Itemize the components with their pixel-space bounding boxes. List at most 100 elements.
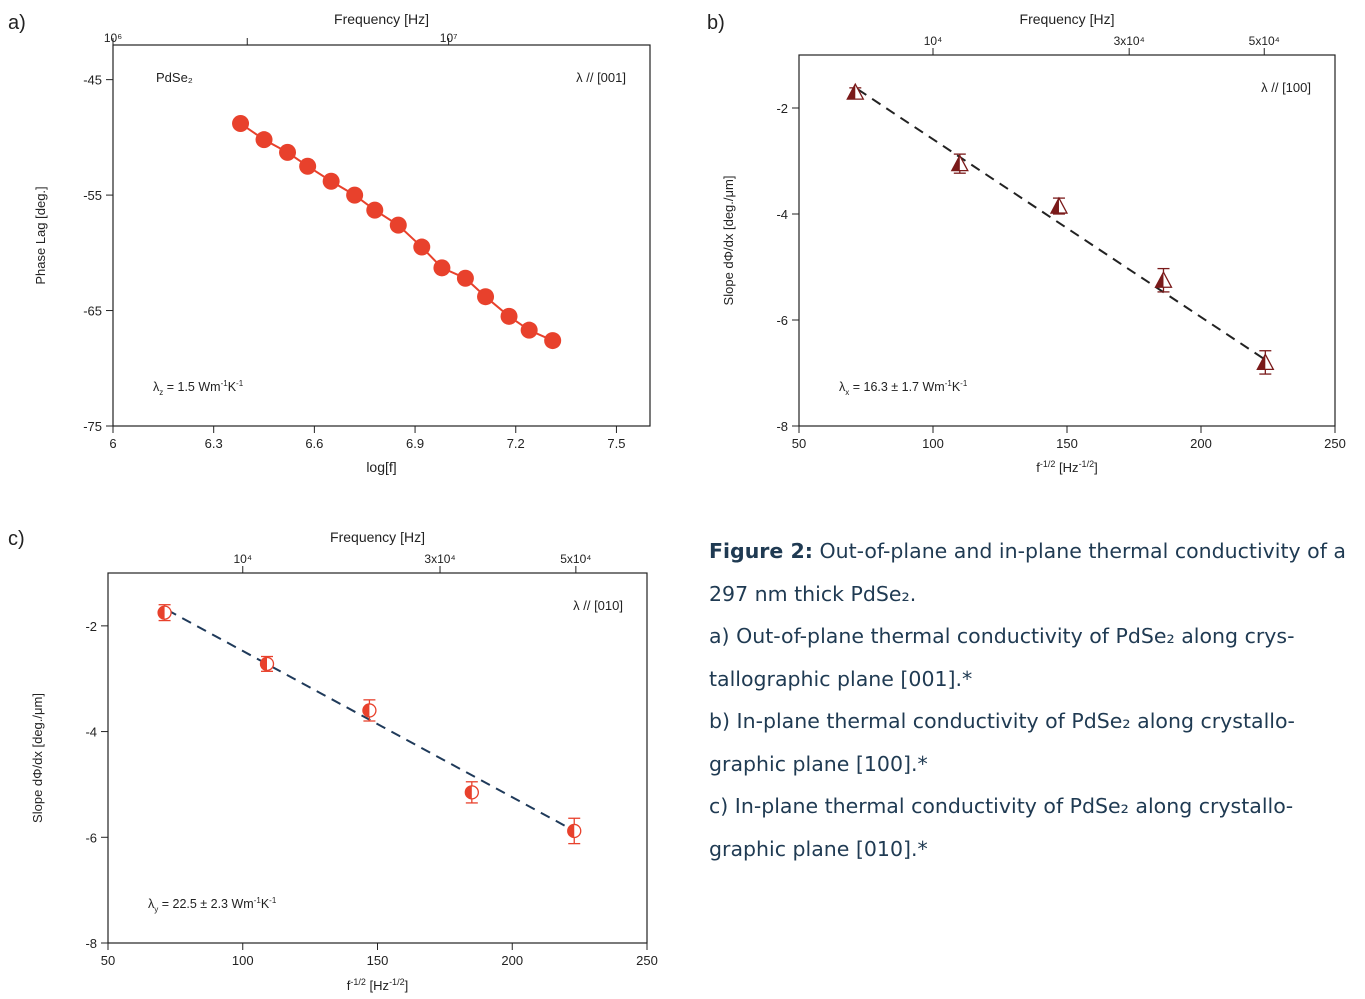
chart-a-top-axis-label: Frequency [Hz] (334, 11, 429, 27)
chart-c-y-axis-label: Slope dΦ/dx [deg./μm] (30, 693, 45, 823)
chart-a-data-point (413, 238, 431, 256)
chart-a-orientation-label: λ // [001] (576, 70, 626, 85)
chart-b-orientation-label: λ // [100] (1261, 80, 1311, 95)
chart-a-data-point (520, 321, 538, 339)
chart-a-x-tick-label: 6 (109, 436, 116, 451)
chart-c-data-point (362, 703, 377, 718)
chart-b-plot-frame (798, 54, 1336, 427)
chart-b-fit-line (857, 88, 1266, 361)
chart-a-x-axis-label: log[f] (366, 459, 396, 475)
chart-b-data-point (1256, 353, 1275, 371)
chart-c-data-point (567, 823, 582, 839)
chart-a-x-tick-label: 7.5 (607, 436, 625, 451)
chart-a-y-tick-label: -65 (83, 304, 102, 319)
chart-c-y-tick-label: -2 (85, 619, 97, 634)
chart-a-data-point (389, 216, 407, 234)
chart-a-data-point (255, 131, 273, 149)
chart-b-x-axis-label: f-1/2 [Hz-1/2] (1036, 459, 1097, 475)
chart-c-y-tick-label: -8 (85, 936, 97, 951)
chart-c-x-tick-label: 200 (501, 953, 523, 968)
chart-c-marker-fill (567, 824, 575, 838)
chart-c-x-tick-label: 100 (232, 953, 254, 968)
chart-a-data-point (322, 172, 340, 190)
chart-c-x-axis-label: f-1/2 [Hz-1/2] (347, 977, 408, 993)
chart-a-data-point (346, 186, 364, 204)
chart-b-top-tick-label: 5x10⁴ (1249, 34, 1280, 48)
chart-c-top-axis-label: Frequency [Hz] (330, 529, 425, 545)
chart-b-data-point (1154, 270, 1173, 288)
chart-a-plot-frame (112, 44, 651, 427)
caption-line-4: c) In-plane thermal conductivity of PdSe… (709, 794, 1294, 861)
chart-a-data-point (433, 259, 451, 277)
panel-label-b: b) (707, 12, 725, 34)
chart-c: 50 100 150 200 250 -2 -4 -6 -8 10⁴ 3x10⁴ 5x10⁴ Frequ… (30, 529, 658, 993)
chart-a-data-point (544, 332, 562, 350)
chart-c-marker-fill (260, 657, 268, 671)
chart-c-data-point (157, 605, 172, 620)
caption-line-3: b) In-plane thermal conductivity of PdSe… (709, 709, 1295, 776)
chart-b-x-tick-label: 50 (792, 436, 806, 451)
chart-c-orientation-label: λ // [010] (573, 598, 623, 613)
chart-b-data-point (1049, 196, 1069, 214)
chart-c-data-point (464, 785, 479, 800)
chart-a-x-tick-label: 6.6 (305, 436, 323, 451)
chart-c-x-tick-label: 250 (636, 953, 658, 968)
chart-c-top-tick-label: 5x10⁴ (560, 552, 591, 566)
chart-b-marker-fill (1050, 198, 1059, 214)
chart-c-conductivity-annotation: λy = 22.5 ± 2.3 Wm-1K-1 (148, 896, 277, 914)
chart-b-y-tick-label: -6 (776, 313, 788, 328)
chart-a-y-tick-label: -45 (83, 73, 102, 88)
chart-c-x-tick-label: 150 (367, 953, 389, 968)
chart-b-marker-fill (847, 84, 856, 100)
chart-c-marker-fill (158, 606, 165, 620)
chart-c-y-tick-label: -6 (85, 830, 97, 845)
chart-c-x-tick-label: 50 (101, 953, 115, 968)
chart-a-top-tick-label: 10⁷ (440, 31, 458, 45)
chart-c-marker-fill (465, 785, 472, 799)
chart-a-data-point (279, 143, 297, 161)
caption-title: Figure 2: (709, 539, 813, 563)
chart-a-x-tick-label: 6.9 (406, 436, 424, 451)
chart-b-marker-fill (951, 155, 960, 171)
chart-b-data-point (950, 154, 969, 172)
chart-b-top-axis-label: Frequency [Hz] (1020, 11, 1115, 27)
chart-a-data-point (500, 307, 518, 325)
chart-a-data-point (456, 269, 474, 287)
chart-c-data-point (259, 656, 275, 672)
chart-b-data-point (846, 82, 865, 100)
chart-c-plot-frame (107, 572, 648, 944)
chart-a-data-point (232, 115, 250, 133)
chart-b-x-tick-label: 250 (1324, 436, 1346, 451)
caption-paragraph-1: Figure 2: Out-of-plane and in-plane ther… (709, 530, 1359, 615)
chart-b-y-tick-label: -8 (776, 419, 788, 434)
chart-b-top-tick-label: 3x10⁴ (1114, 34, 1145, 48)
figure-caption: Figure 2: Out-of-plane and in-plane ther… (709, 530, 1359, 870)
chart-b-top-tick-label: 10⁴ (924, 34, 943, 48)
caption-line-2: a) Out-of-plane thermal conductivity of … (709, 624, 1295, 691)
chart-b-marker-fill (1155, 272, 1164, 288)
chart-a-x-tick-label: 7.2 (507, 436, 525, 451)
chart-a-data-point (299, 157, 317, 175)
chart-c-y-tick-label: -4 (85, 725, 97, 740)
chart-b-marker-fill (1257, 354, 1266, 370)
chart-a-conductivity-annotation: λz = 1.5 Wm-1K-1 (153, 379, 244, 397)
panel-label-c: c) (8, 528, 25, 550)
chart-b-x-tick-label: 150 (1056, 436, 1078, 451)
chart-a-y-axis-label: Phase Lag [deg.] (33, 186, 48, 284)
chart-b: 50 100 150 200 250 -2 -4 -6 -8 10⁴ 3x10⁴ 5x10⁴ Frequ… (721, 11, 1346, 475)
chart-b-x-tick-label: 100 (922, 436, 944, 451)
chart-b-y-axis-label: Slope dΦ/dx [deg./μm] (721, 176, 736, 306)
chart-c-marker-fill (362, 703, 370, 717)
chart-b-y-tick-label: -2 (776, 101, 788, 116)
chart-b-x-tick-label: 200 (1190, 436, 1212, 451)
chart-b-y-tick-label: -4 (776, 207, 788, 222)
chart-a-data-point (366, 201, 384, 219)
chart-a: 6 6.3 6.6 6.9 7.2 7.5 -45 -55 -65 -75 10⁶ 10⁷ Freque… (33, 11, 651, 475)
chart-a-sample-label: PdSe₂ (156, 70, 193, 85)
chart-a-top-tick-label: 10⁶ (104, 31, 122, 45)
panel-label-a: a) (8, 12, 26, 34)
chart-a-x-tick-label: 6.3 (205, 436, 223, 451)
chart-b-conductivity-annotation: λx = 16.3 ± 1.7 Wm-1K-1 (839, 379, 968, 397)
caption-line-1: Out-of-plane and in-plane thermal conduc… (709, 539, 1346, 606)
chart-c-top-tick-label: 3x10⁴ (424, 552, 455, 566)
